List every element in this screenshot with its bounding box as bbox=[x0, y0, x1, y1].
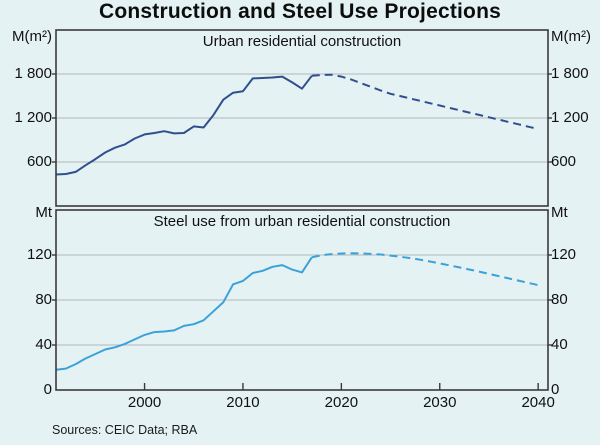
x-tick-label: 2030 bbox=[423, 394, 457, 411]
y-tick-label-left: 0 bbox=[43, 381, 52, 398]
y-tick-label-left: 1 800 bbox=[14, 65, 52, 82]
y-tick-label-right: 40 bbox=[551, 336, 568, 353]
x-tick-label: 2040 bbox=[521, 394, 555, 411]
y-tick-label-right: 1 800 bbox=[551, 65, 589, 82]
series-projection-top-line bbox=[311, 73, 539, 130]
x-tick-label: 2010 bbox=[226, 394, 260, 411]
unit-label-right-bottom: Mt bbox=[551, 204, 568, 221]
y-tick-label-right: 600 bbox=[551, 153, 577, 170]
unit-label-left-bottom: Mt bbox=[35, 204, 52, 221]
panel-frame-bottom bbox=[55, 209, 549, 391]
panel-title-bottom: Steel use from urban residential constru… bbox=[153, 213, 451, 230]
x-tick-label: 2000 bbox=[127, 394, 162, 411]
y-tick-label-left: 1 200 bbox=[14, 109, 52, 126]
y-tick-label-right: 120 bbox=[551, 246, 577, 263]
x-tick-label: 2020 bbox=[324, 394, 359, 411]
y-tick-label-left: 120 bbox=[26, 246, 52, 263]
series-historical-bottom-line bbox=[55, 256, 313, 371]
panel-frame-top bbox=[55, 29, 549, 207]
y-tick-label-right: 1 200 bbox=[551, 109, 589, 126]
y-tick-label-left: 40 bbox=[35, 336, 52, 353]
y-tick-label-left: 600 bbox=[26, 153, 52, 170]
y-tick-label-right: 80 bbox=[551, 291, 568, 308]
chart-title: Construction and Steel Use Projections bbox=[98, 0, 501, 23]
panel-title-top: Urban residential construction bbox=[202, 33, 402, 50]
series-historical-top-line bbox=[55, 75, 313, 176]
unit-label-left-top: M(m²) bbox=[12, 28, 52, 45]
y-tick-label-right: 0 bbox=[551, 381, 560, 398]
unit-label-right-top: M(m²) bbox=[551, 28, 591, 45]
series-projection-bottom-line bbox=[311, 252, 539, 287]
source-note: Sources: CEIC Data; RBA bbox=[52, 423, 198, 437]
y-tick-label-left: 80 bbox=[35, 291, 52, 308]
